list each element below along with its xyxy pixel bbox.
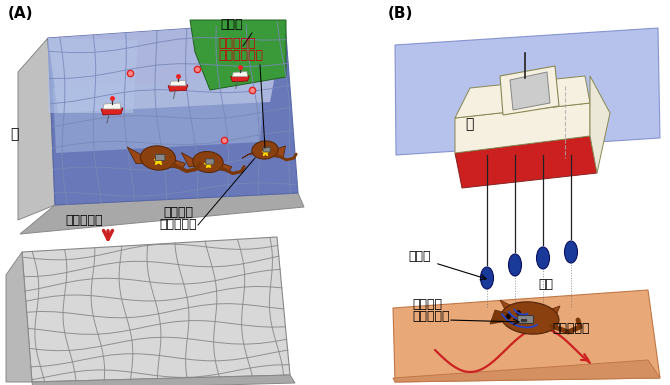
Ellipse shape	[501, 302, 559, 334]
Text: ピンガー: ピンガー	[163, 206, 193, 219]
Text: シビレエイ: シビレエイ	[552, 322, 590, 335]
Polygon shape	[455, 103, 590, 153]
Polygon shape	[455, 76, 590, 118]
FancyBboxPatch shape	[206, 159, 214, 164]
Ellipse shape	[193, 152, 223, 172]
Text: （送信機）: （送信機）	[412, 310, 450, 323]
Polygon shape	[163, 158, 186, 169]
Text: 受信機: 受信機	[220, 18, 243, 31]
Polygon shape	[590, 76, 610, 173]
FancyBboxPatch shape	[518, 316, 533, 323]
Ellipse shape	[537, 247, 549, 269]
Polygon shape	[455, 136, 597, 188]
Polygon shape	[48, 22, 285, 113]
Polygon shape	[20, 193, 304, 234]
Text: ピンガー: ピンガー	[412, 298, 442, 311]
Text: シビレエイ: シビレエイ	[218, 37, 255, 50]
Ellipse shape	[509, 254, 521, 276]
Text: 船: 船	[10, 127, 18, 141]
Text: エージェント: エージェント	[218, 49, 263, 62]
Polygon shape	[48, 22, 298, 205]
Text: (A): (A)	[8, 6, 34, 21]
Polygon shape	[18, 38, 55, 220]
Polygon shape	[510, 72, 550, 110]
Polygon shape	[230, 76, 249, 82]
Polygon shape	[490, 310, 510, 324]
Polygon shape	[103, 103, 121, 109]
Ellipse shape	[565, 241, 578, 263]
Polygon shape	[170, 80, 186, 86]
Polygon shape	[22, 237, 290, 382]
Polygon shape	[48, 38, 138, 113]
Polygon shape	[53, 77, 265, 153]
Polygon shape	[182, 152, 203, 167]
Text: （送信機）: （送信機）	[159, 218, 197, 231]
Polygon shape	[127, 147, 153, 164]
Text: 船: 船	[465, 117, 474, 131]
Polygon shape	[168, 85, 188, 91]
Text: (B): (B)	[388, 6, 413, 21]
Polygon shape	[393, 290, 660, 382]
Polygon shape	[538, 306, 560, 326]
Text: マッピング: マッピング	[65, 214, 103, 227]
Polygon shape	[393, 360, 660, 382]
Text: 音波: 音波	[538, 278, 553, 291]
Ellipse shape	[480, 267, 494, 289]
Polygon shape	[232, 72, 248, 77]
FancyBboxPatch shape	[155, 154, 165, 161]
Ellipse shape	[252, 141, 278, 159]
Polygon shape	[269, 146, 285, 158]
Polygon shape	[32, 375, 295, 385]
Text: 受信機: 受信機	[408, 250, 431, 263]
Polygon shape	[242, 150, 261, 158]
Polygon shape	[395, 28, 660, 155]
Polygon shape	[190, 20, 286, 90]
Polygon shape	[101, 108, 123, 115]
Polygon shape	[213, 162, 232, 171]
Polygon shape	[500, 300, 525, 323]
Polygon shape	[500, 66, 559, 115]
FancyBboxPatch shape	[263, 147, 270, 152]
Ellipse shape	[141, 146, 176, 170]
Polygon shape	[6, 252, 32, 382]
